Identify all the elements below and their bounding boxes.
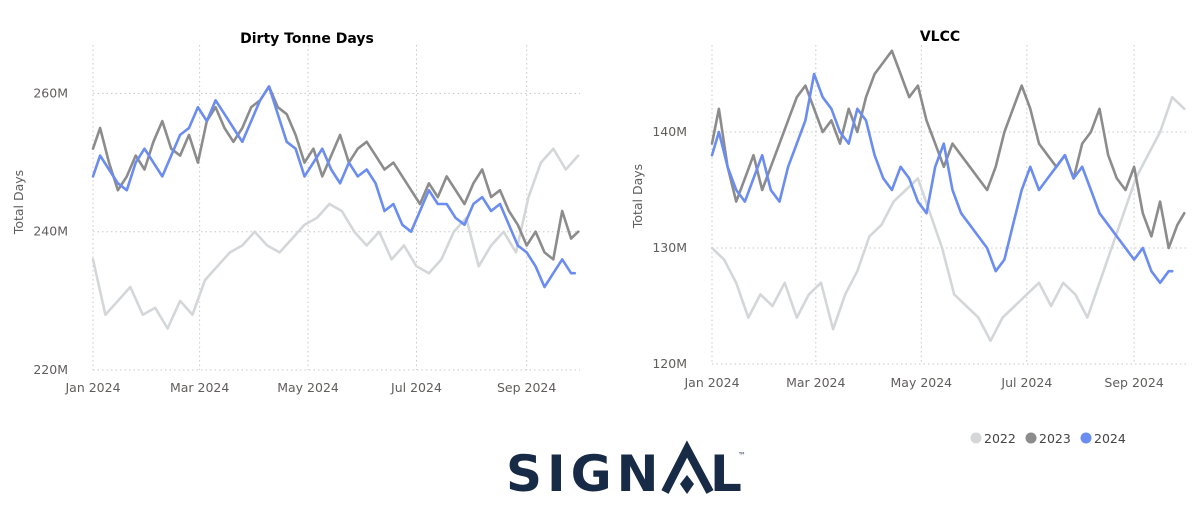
brand-a-mark-icon	[661, 440, 714, 494]
x-axis-ticks: Jan 2024 Mar 2024 May 2024 Jul 2024 Sep 2024	[683, 375, 1163, 390]
legend-label: 2024	[1094, 431, 1126, 446]
x-tick-label: Jan 2024	[683, 375, 739, 390]
x-tick-label: Mar 2024	[170, 380, 229, 395]
x-axis-ticks: Jan 2024 Mar 2024 May 2024 Jul 2024 Sep 2024	[64, 380, 556, 395]
y-axis-title: Total Days	[630, 164, 645, 229]
legend-item-2022: 2022	[970, 431, 1016, 446]
x-tick-label: May 2024	[891, 375, 953, 390]
series-lines	[91, 85, 580, 330]
chart-title: Dirty Tonne Days	[240, 31, 374, 47]
chart-title: VLCC	[920, 29, 960, 45]
x-tick-label: May 2024	[277, 380, 339, 395]
series-line-2024	[710, 72, 1174, 285]
y-tick-label: 120M	[652, 356, 687, 371]
legend-label: 2022	[984, 431, 1016, 446]
x-tick-label: Sep 2024	[497, 380, 556, 395]
y-tick-label: 130M	[652, 240, 687, 255]
x-tick-label: Jul 2024	[1000, 375, 1052, 390]
legend-item-2023: 2023	[1025, 431, 1071, 446]
x-tick-label: Jan 2024	[64, 380, 120, 395]
signal-logo: SIGN L ™	[506, 440, 747, 503]
x-tick-label: Sep 2024	[1104, 375, 1163, 390]
grid	[711, 45, 1186, 365]
y-axis-ticks: 220M 240M 260M	[33, 85, 68, 377]
series-line-2023	[710, 49, 1186, 250]
grid	[92, 45, 580, 371]
trademark: ™	[738, 451, 746, 460]
x-tick-label: Mar 2024	[786, 375, 845, 390]
series-line-2022	[91, 147, 580, 330]
legend-marker	[1080, 432, 1092, 444]
y-tick-label: 240M	[33, 224, 68, 239]
series-line-2024	[91, 85, 577, 289]
y-tick-label: 260M	[33, 85, 68, 100]
dirty-tonne-days-chart: Dirty Tonne Days 220M 240M 260M Jan 2024 Ma…	[11, 31, 580, 395]
legend: 2022 2023 2024	[970, 431, 1126, 446]
x-tick-label: Jul 2024	[390, 380, 442, 395]
series-lines	[710, 49, 1186, 343]
legend-marker	[970, 432, 982, 444]
y-tick-label: 140M	[652, 124, 687, 139]
y-axis-title: Total Days	[11, 170, 26, 235]
legend-label: 2023	[1039, 431, 1071, 446]
y-axis-ticks: 120M 130M 140M	[652, 124, 687, 371]
legend-marker	[1025, 432, 1037, 444]
legend-item-2024: 2024	[1080, 431, 1126, 446]
vlcc-chart: VLCC 120M 130M 140M Jan 2024 Mar 2024 May 20…	[630, 29, 1186, 390]
y-tick-label: 220M	[33, 362, 68, 377]
brand-wordmark-end: L	[710, 445, 747, 503]
brand-wordmark: SIGN	[506, 445, 664, 503]
series-line-2022	[710, 95, 1186, 343]
